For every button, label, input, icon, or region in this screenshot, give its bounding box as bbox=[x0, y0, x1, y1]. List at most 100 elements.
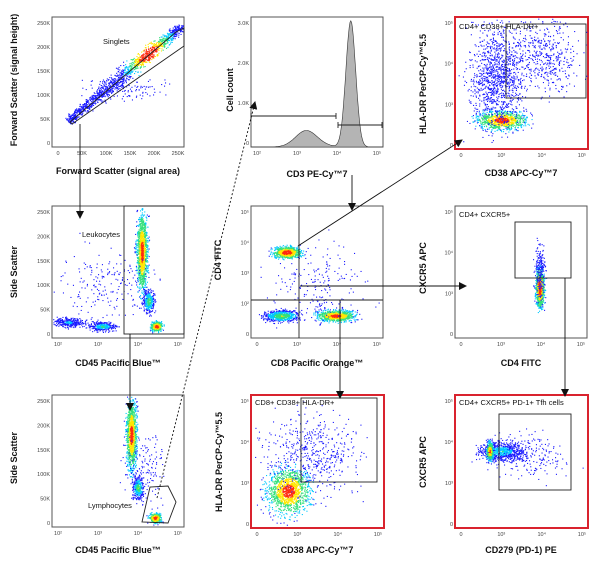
density-point bbox=[98, 92, 100, 94]
density-point bbox=[477, 82, 479, 84]
density-point bbox=[94, 96, 96, 98]
density-point bbox=[567, 66, 569, 68]
density-point bbox=[487, 115, 489, 117]
density-point bbox=[498, 114, 500, 116]
density-point bbox=[136, 86, 138, 88]
density-point bbox=[540, 53, 542, 55]
density-point bbox=[506, 121, 508, 123]
density-point bbox=[471, 116, 473, 118]
density-point bbox=[513, 78, 515, 80]
density-point bbox=[565, 22, 567, 24]
density-point bbox=[546, 74, 548, 76]
density-point bbox=[557, 43, 559, 45]
density-point bbox=[89, 99, 91, 101]
density-point bbox=[489, 55, 491, 57]
density-point bbox=[117, 71, 119, 73]
density-point bbox=[478, 112, 480, 114]
cd3-histogram-frame bbox=[250, 16, 384, 148]
density-point bbox=[509, 46, 511, 48]
density-point bbox=[82, 104, 84, 106]
density-point bbox=[499, 116, 501, 118]
density-point bbox=[515, 87, 517, 89]
density-point bbox=[546, 45, 548, 47]
density-point bbox=[512, 81, 514, 83]
density-point bbox=[135, 59, 137, 61]
density-point bbox=[142, 208, 144, 210]
density-point bbox=[172, 39, 174, 41]
density-point bbox=[559, 53, 561, 55]
density-point bbox=[141, 225, 143, 227]
density-point bbox=[122, 82, 124, 84]
density-point bbox=[503, 32, 505, 34]
density-point bbox=[103, 93, 105, 95]
density-point bbox=[486, 93, 488, 95]
density-point bbox=[75, 112, 77, 114]
density-point bbox=[567, 78, 569, 80]
density-point bbox=[506, 121, 508, 123]
density-point bbox=[491, 90, 493, 92]
density-point bbox=[97, 98, 99, 100]
density-point bbox=[142, 238, 144, 240]
density-point bbox=[508, 106, 510, 108]
density-point bbox=[496, 66, 498, 68]
density-point bbox=[135, 233, 137, 235]
density-point bbox=[555, 56, 557, 58]
density-point bbox=[503, 128, 505, 130]
density-point bbox=[109, 90, 111, 92]
density-point bbox=[142, 58, 144, 60]
density-point bbox=[156, 44, 158, 46]
density-point bbox=[134, 61, 136, 63]
density-point bbox=[89, 107, 91, 109]
density-point bbox=[136, 61, 138, 63]
density-point bbox=[566, 91, 568, 93]
density-point bbox=[504, 101, 506, 103]
density-point bbox=[523, 79, 525, 81]
density-point bbox=[481, 25, 483, 27]
density-point bbox=[525, 117, 527, 119]
density-point bbox=[490, 122, 492, 124]
density-point bbox=[481, 62, 483, 64]
density-point bbox=[476, 82, 478, 84]
density-point bbox=[493, 87, 495, 89]
density-point bbox=[498, 48, 500, 50]
density-point bbox=[470, 102, 472, 104]
density-point bbox=[493, 123, 495, 125]
density-point bbox=[144, 235, 146, 237]
density-point bbox=[101, 90, 103, 92]
density-point bbox=[70, 123, 72, 125]
density-point bbox=[493, 82, 495, 84]
density-point bbox=[558, 64, 560, 66]
density-point bbox=[115, 80, 117, 82]
density-point bbox=[105, 84, 107, 86]
density-point bbox=[142, 222, 144, 224]
density-point bbox=[137, 61, 139, 63]
density-point bbox=[177, 26, 179, 28]
density-point bbox=[499, 126, 501, 128]
density-point bbox=[495, 122, 497, 124]
density-point bbox=[498, 125, 500, 127]
density-point bbox=[525, 120, 527, 122]
density-point bbox=[508, 56, 510, 58]
density-point bbox=[496, 99, 498, 101]
density-point bbox=[480, 80, 482, 82]
density-point bbox=[140, 295, 142, 297]
density-point bbox=[561, 67, 563, 69]
density-point bbox=[76, 111, 78, 113]
density-point bbox=[510, 111, 512, 113]
density-point bbox=[540, 52, 542, 54]
density-point bbox=[498, 79, 500, 81]
density-point bbox=[130, 73, 132, 75]
density-point bbox=[142, 214, 144, 216]
density-point bbox=[82, 106, 84, 108]
density-point bbox=[182, 28, 184, 30]
density-point bbox=[140, 260, 142, 262]
density-point bbox=[111, 89, 113, 91]
density-point bbox=[140, 253, 142, 255]
density-point bbox=[92, 104, 94, 106]
density-point bbox=[497, 76, 499, 78]
density-point bbox=[147, 46, 149, 48]
density-point bbox=[142, 63, 144, 65]
density-point bbox=[491, 125, 493, 127]
density-point bbox=[515, 119, 517, 121]
